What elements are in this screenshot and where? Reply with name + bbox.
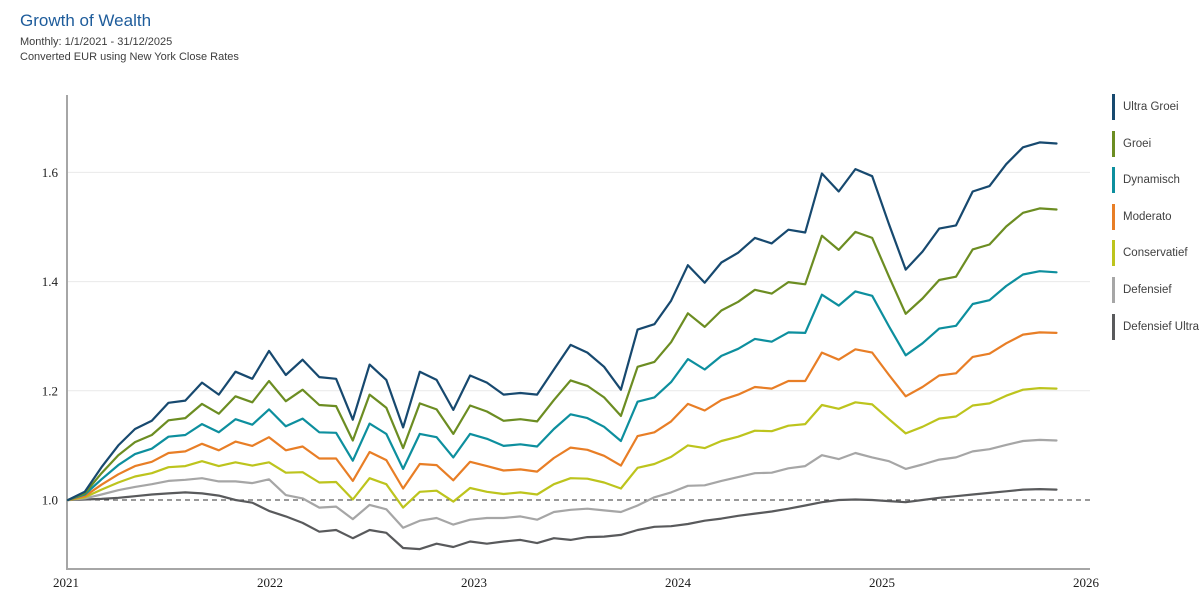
legend-label: Defensief Ultra (1123, 320, 1200, 333)
legend-swatch-defensief (1112, 277, 1115, 303)
subtitle-currency-note: Converted EUR using New York Close Rates (20, 51, 239, 63)
series-line-groei[interactable] (66, 207, 1058, 502)
series-line-ultra-groei[interactable] (66, 141, 1058, 502)
legend-swatch-groei (1112, 130, 1115, 157)
legend-label: Moderato (1123, 210, 1172, 223)
x-tick-label: 2024 (665, 575, 692, 590)
y-tick-label: 1.6 (42, 165, 59, 180)
legend-swatch-moderato (1112, 203, 1115, 230)
subtitle-period: Monthly: 1/1/2021 - 31/12/2025 (20, 36, 173, 48)
series-line-conservatief[interactable] (66, 387, 1058, 509)
series-line-defensief[interactable] (66, 438, 1058, 529)
legend-item-defensief-ultra[interactable]: Defensief Ultra (1112, 313, 1200, 340)
x-tick-label: 2025 (869, 575, 895, 590)
legend-label: Groei (1123, 137, 1152, 150)
series-line-defensief-ultra[interactable] (66, 488, 1058, 551)
legend-label: Dynamisch (1123, 174, 1180, 187)
x-tick-label: 2023 (461, 575, 487, 590)
chart-legend: Ultra Groei Groei Dynamisch Moderato Conserv… (1112, 0, 1200, 612)
legend-item-conservatief[interactable]: Conservatief (1112, 240, 1188, 267)
legend-swatch-conservatief (1112, 240, 1115, 267)
page-title: Growth of Wealth (20, 11, 152, 30)
x-tick-label: 2021 (53, 575, 79, 590)
series-line-moderato[interactable] (66, 331, 1058, 502)
y-tick-label: 1.2 (42, 383, 58, 398)
series-line-dynamisch[interactable] (66, 270, 1058, 502)
legend-item-defensief[interactable]: Defensief (1112, 277, 1172, 303)
legend-label: Defensief (1123, 284, 1172, 296)
y-tick-label: 1.4 (42, 274, 59, 289)
legend-label: Ultra Groei (1123, 101, 1179, 113)
legend-item-groei[interactable]: Groei (1112, 130, 1152, 157)
legend-item-dynamisch[interactable]: Dynamisch (1112, 167, 1180, 194)
y-tick-label: 1.0 (42, 493, 58, 508)
legend-item-moderato[interactable]: Moderato (1112, 203, 1172, 230)
x-tick-label: 2022 (257, 575, 283, 590)
legend-swatch-defensief-ultra (1112, 313, 1115, 340)
legend-item-ultra-groei[interactable]: Ultra Groei (1112, 94, 1179, 120)
legend-label: Conservatief (1123, 247, 1188, 260)
x-tick-label: 2026 (1073, 575, 1100, 590)
legend-swatch-dynamisch (1112, 167, 1115, 194)
legend-swatch-ultra-groei (1112, 94, 1115, 120)
